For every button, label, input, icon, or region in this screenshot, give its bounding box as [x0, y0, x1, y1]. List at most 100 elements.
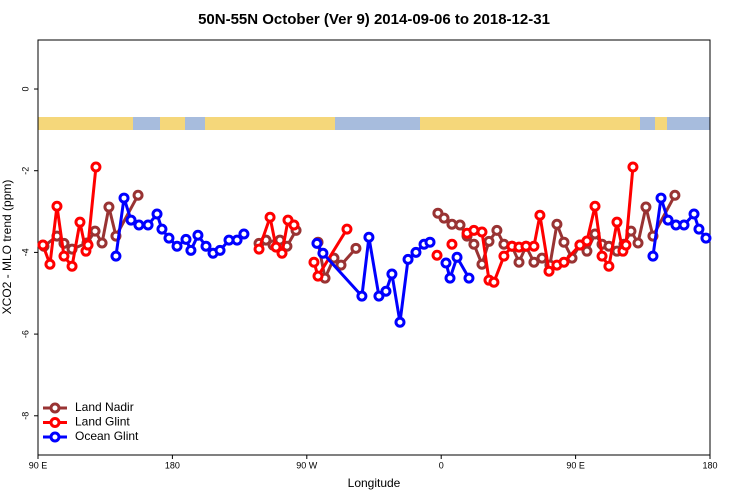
- land-ocean-strip: [38, 117, 710, 130]
- point: [440, 257, 452, 269]
- point: [238, 228, 250, 240]
- point: [288, 219, 300, 231]
- point: [431, 249, 443, 261]
- point: [534, 209, 546, 221]
- point: [551, 218, 563, 230]
- point: [463, 272, 475, 284]
- legend-label: Land Glint: [75, 415, 130, 429]
- point: [44, 258, 56, 270]
- point: [611, 216, 623, 228]
- point: [132, 189, 144, 201]
- point: [627, 161, 639, 173]
- point: [118, 192, 130, 204]
- point: [103, 201, 115, 213]
- point: [74, 216, 86, 228]
- x-tick-label: 90 W: [296, 460, 318, 470]
- point: [402, 253, 414, 265]
- point: [632, 237, 644, 249]
- y-axis-label: XCO2 - MLO trend (ppm): [0, 180, 14, 315]
- point: [373, 290, 385, 302]
- point: [185, 244, 197, 256]
- point: [498, 250, 510, 262]
- point: [317, 247, 329, 259]
- x-axis-label: Longitude: [348, 476, 401, 490]
- point: [513, 256, 525, 268]
- point: [581, 235, 593, 247]
- y-tick-label: -2: [20, 167, 30, 175]
- point: [96, 237, 108, 249]
- point: [163, 232, 175, 244]
- point: [311, 237, 323, 249]
- point: [151, 208, 163, 220]
- point: [655, 192, 667, 204]
- y-tick-label: -4: [20, 248, 30, 256]
- point: [446, 238, 458, 250]
- x-tick-label: 180: [702, 460, 717, 470]
- point: [386, 268, 398, 280]
- point: [528, 256, 540, 268]
- point: [678, 219, 690, 231]
- point: [214, 244, 226, 256]
- point: [82, 239, 94, 251]
- point: [171, 240, 183, 252]
- point: [491, 224, 503, 236]
- point: [647, 250, 659, 262]
- point: [380, 285, 392, 297]
- point: [669, 189, 681, 201]
- point: [454, 219, 466, 231]
- point: [424, 236, 436, 248]
- point: [558, 236, 570, 248]
- series-line: [444, 253, 471, 284]
- legend-label: Land Nadir: [75, 400, 134, 414]
- x-tick-label: 180: [165, 460, 180, 470]
- x-tick-label: 0: [439, 460, 444, 470]
- point: [483, 235, 495, 247]
- point: [581, 245, 593, 257]
- point: [89, 225, 101, 237]
- chart-title: 50N-55N October (Ver 9) 2014-09-06 to 20…: [198, 11, 550, 28]
- point: [468, 238, 480, 250]
- point: [640, 201, 652, 213]
- point: [192, 229, 204, 241]
- point: [37, 239, 49, 251]
- y-tick-label: -6: [20, 330, 30, 338]
- point: [253, 243, 265, 255]
- x-tick-label: 90 E: [29, 460, 48, 470]
- x-tick-label: 90 E: [566, 460, 585, 470]
- point: [200, 240, 212, 252]
- point: [476, 226, 488, 238]
- point: [620, 239, 632, 251]
- point: [662, 214, 674, 226]
- point: [410, 246, 422, 258]
- point: [156, 223, 168, 235]
- point: [133, 219, 145, 231]
- point: [356, 290, 368, 302]
- point: [335, 259, 347, 271]
- point: [558, 256, 570, 268]
- point: [308, 256, 320, 268]
- point: [543, 265, 555, 277]
- point: [231, 234, 243, 246]
- point: [125, 214, 137, 226]
- point: [596, 250, 608, 262]
- point: [51, 200, 63, 212]
- point: [90, 161, 102, 173]
- point: [312, 270, 324, 282]
- point: [693, 223, 705, 235]
- point: [341, 223, 353, 235]
- point: [589, 200, 601, 212]
- point: [58, 250, 70, 262]
- point: [276, 247, 288, 259]
- point: [363, 231, 375, 243]
- y-tick-label: 0: [20, 87, 30, 92]
- point: [110, 250, 122, 262]
- plot-frame: [37, 39, 711, 456]
- point: [66, 260, 78, 272]
- point: [180, 233, 192, 245]
- point: [142, 219, 154, 231]
- y-tick-label: -8: [20, 412, 30, 420]
- point: [603, 260, 615, 272]
- point: [536, 252, 548, 264]
- point: [688, 208, 700, 220]
